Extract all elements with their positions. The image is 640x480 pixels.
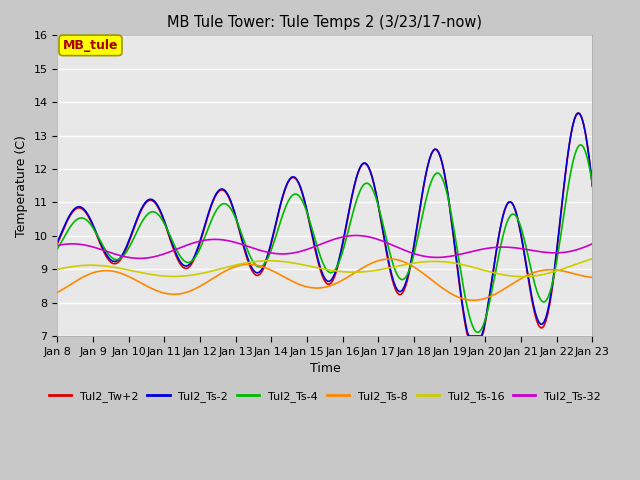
Text: MB_tule: MB_tule: [63, 39, 118, 52]
Y-axis label: Temperature (C): Temperature (C): [15, 135, 28, 237]
Line: Tul2_Tw+2: Tul2_Tw+2: [58, 113, 593, 336]
Tul2_Tw+2: [589, 184, 596, 190]
Tul2_Tw+2: [55, 237, 63, 242]
Tul2_Ts-2: [371, 181, 378, 187]
Tul2_Ts-2: [574, 110, 582, 116]
Tul2_Ts-16: [540, 271, 548, 277]
Line: Tul2_Ts-2: Tul2_Ts-2: [58, 113, 593, 336]
Tul2_Ts-16: [54, 266, 61, 272]
Tul2_Ts-4: [589, 181, 596, 187]
Tul2_Ts-16: [519, 274, 527, 279]
Tul2_Ts-16: [381, 266, 388, 272]
Legend: Tul2_Tw+2, Tul2_Ts-2, Tul2_Ts-4, Tul2_Ts-8, Tul2_Ts-16, Tul2_Ts-32: Tul2_Tw+2, Tul2_Ts-2, Tul2_Ts-4, Tul2_Ts…: [44, 387, 605, 407]
Tul2_Tw+2: [54, 241, 61, 247]
Tul2_Ts-32: [353, 233, 360, 239]
Tul2_Ts-4: [372, 195, 380, 201]
Tul2_Ts-4: [55, 243, 63, 249]
Tul2_Ts-8: [589, 275, 596, 280]
Tul2_Ts-4: [54, 246, 61, 252]
Tul2_Ts-16: [371, 268, 378, 274]
Tul2_Ts-8: [54, 289, 61, 295]
Tul2_Ts-32: [136, 255, 143, 261]
Tul2_Ts-32: [376, 237, 383, 243]
Tul2_Ts-2: [381, 239, 388, 244]
Tul2_Ts-2: [506, 199, 514, 204]
Tul2_Ts-2: [55, 235, 63, 241]
Tul2_Ts-32: [589, 241, 596, 247]
Tul2_Ts-8: [372, 259, 380, 264]
Tul2_Ts-32: [374, 237, 381, 242]
Tul2_Tw+2: [381, 240, 388, 246]
Line: Tul2_Ts-16: Tul2_Ts-16: [58, 259, 593, 276]
Tul2_Tw+2: [540, 323, 548, 328]
Tul2_Ts-8: [468, 298, 476, 303]
Line: Tul2_Ts-32: Tul2_Ts-32: [58, 236, 593, 258]
Tul2_Ts-2: [372, 190, 380, 195]
Tul2_Ts-8: [508, 281, 516, 287]
Tul2_Ts-32: [54, 243, 61, 249]
Tul2_Ts-4: [576, 142, 584, 148]
Tul2_Tw+2: [574, 110, 582, 116]
Tul2_Ts-8: [381, 256, 388, 262]
Title: MB Tule Tower: Tule Temps 2 (3/23/17-now): MB Tule Tower: Tule Temps 2 (3/23/17-now…: [168, 15, 483, 30]
Tul2_Ts-32: [55, 242, 63, 248]
Tul2_Ts-4: [371, 190, 378, 196]
Tul2_Ts-2: [54, 239, 61, 245]
Tul2_Ts-2: [589, 183, 596, 189]
Tul2_Ts-32: [385, 240, 392, 246]
Tul2_Ts-16: [55, 266, 63, 272]
Tul2_Ts-4: [474, 330, 482, 336]
Line: Tul2_Ts-4: Tul2_Ts-4: [58, 145, 593, 333]
X-axis label: Time: Time: [310, 362, 340, 375]
Tul2_Ts-8: [371, 259, 378, 265]
Tul2_Ts-2: [465, 333, 473, 339]
Tul2_Ts-32: [542, 250, 550, 255]
Tul2_Ts-2: [540, 319, 548, 325]
Tul2_Ts-8: [542, 267, 550, 273]
Tul2_Tw+2: [371, 182, 378, 188]
Tul2_Tw+2: [372, 191, 380, 196]
Tul2_Ts-4: [506, 213, 514, 219]
Tul2_Ts-4: [381, 229, 388, 235]
Tul2_Ts-32: [508, 245, 516, 251]
Tul2_Ts-8: [387, 256, 394, 262]
Tul2_Ts-4: [540, 299, 548, 305]
Line: Tul2_Ts-8: Tul2_Ts-8: [58, 259, 593, 300]
Tul2_Ts-8: [55, 288, 63, 294]
Tul2_Ts-16: [372, 267, 380, 273]
Tul2_Tw+2: [465, 333, 473, 339]
Tul2_Ts-16: [589, 256, 596, 262]
Tul2_Ts-16: [504, 273, 512, 278]
Tul2_Tw+2: [506, 199, 514, 204]
